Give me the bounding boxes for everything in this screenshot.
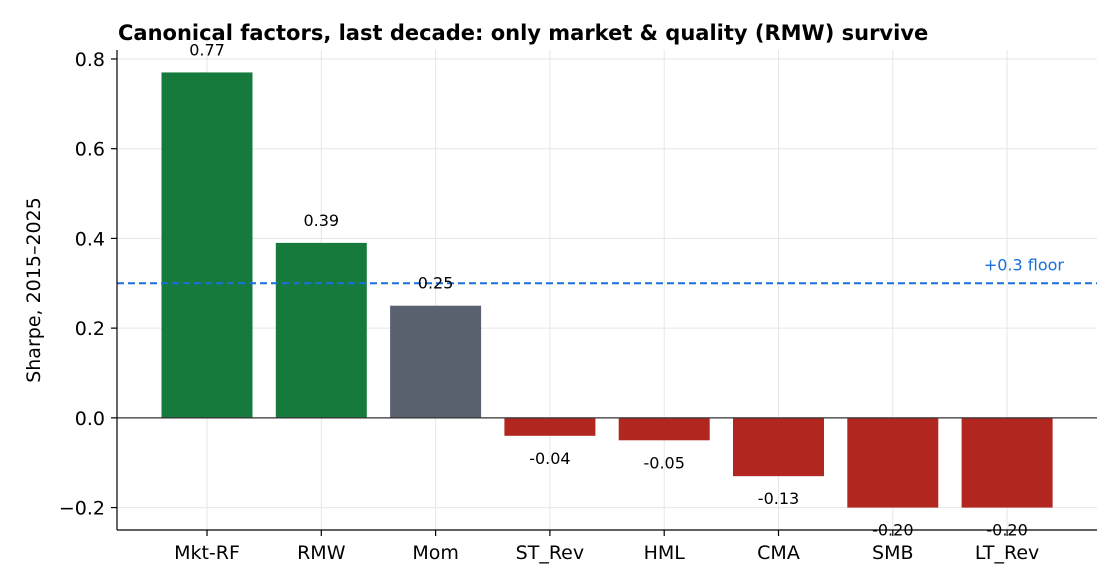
x-tick-label: Mkt-RF (174, 542, 240, 564)
x-tick-label: SMB (872, 542, 914, 564)
x-tick-label: ST_Rev (516, 542, 584, 564)
y-tick-label: 0.8 (75, 49, 105, 71)
floor-reference-label: +0.3 floor (984, 255, 1065, 274)
grid-layer (117, 50, 1097, 530)
x-tick-label: Mom (412, 542, 459, 564)
y-tick-label: 0.4 (75, 228, 105, 250)
bar-hml (618, 417, 710, 441)
y-tick-label: 0.2 (75, 318, 105, 340)
bar-smb (847, 417, 939, 508)
bar-lt-rev (961, 417, 1053, 508)
y-tick-label: −0.2 (59, 498, 105, 520)
data-label: 0.39 (303, 211, 339, 230)
bar-mom (390, 305, 482, 418)
bar-mkt-rf (161, 72, 253, 418)
y-axis-label: Sharpe, 2015–2025 (23, 197, 45, 383)
axes-layer (116, 50, 1097, 531)
x-tick-label: HML (644, 542, 686, 564)
data-label: 0.77 (189, 40, 225, 59)
y-tick-label: 0.6 (75, 139, 105, 161)
y-tick-label: 0.0 (75, 408, 105, 430)
y-ticks: −0.2 0.0 0.2 0.4 0.6 0.8 (59, 49, 117, 520)
x-tick-label: CMA (757, 542, 800, 564)
x-ticks: Mkt-RF RMW Mom ST_Rev HML CMA SMB LT_Rev (174, 530, 1039, 564)
x-tick-label: LT_Rev (975, 542, 1039, 564)
x-tick-label: RMW (297, 542, 346, 564)
chart-title: Canonical factors, last decade: only mar… (118, 21, 928, 45)
bar-rmw (275, 242, 367, 418)
data-label: 0.25 (418, 274, 454, 293)
bar-cma (733, 417, 824, 477)
bars-layer (161, 72, 1053, 508)
data-labels-layer: 0.770.390.25-0.04 -0.05-0.13-0.20 -0.20 (189, 40, 1028, 539)
data-label: -0.13 (758, 489, 799, 508)
data-label: -0.05 (643, 453, 684, 472)
bar-st-rev (504, 417, 596, 436)
data-label: -0.04 (529, 449, 570, 468)
